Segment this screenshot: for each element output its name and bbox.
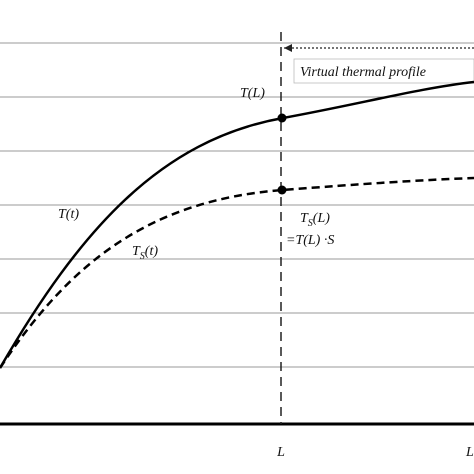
ts-t-sub: S bbox=[140, 251, 145, 262]
curve-t bbox=[0, 80, 474, 369]
t-l-label: T(L) bbox=[240, 86, 265, 101]
x-label-l-right: L bbox=[465, 445, 474, 460]
label-box bbox=[293, 58, 474, 84]
profile-label: Virtual thermal profile bbox=[300, 65, 426, 80]
ts-l-sub: S bbox=[308, 218, 313, 229]
point-t-l bbox=[277, 113, 287, 123]
ts-t-rest: (t) bbox=[145, 244, 159, 259]
grid bbox=[0, 42, 474, 368]
ts-t-main: T bbox=[132, 244, 141, 259]
ts-l-label: TS(L) bbox=[300, 211, 330, 229]
arrow-head bbox=[284, 44, 292, 52]
t-t-label: T(t) bbox=[58, 207, 79, 222]
ts-t-label: TS(t) bbox=[132, 244, 158, 262]
ts-l-equation: =T(L) ·S bbox=[286, 233, 334, 248]
ts-l-main: T bbox=[300, 211, 309, 226]
ts-l-rest: (L) bbox=[313, 211, 330, 226]
point-ts-l bbox=[277, 185, 287, 195]
curve-ts bbox=[0, 176, 474, 369]
x-label-l: L bbox=[276, 445, 285, 460]
